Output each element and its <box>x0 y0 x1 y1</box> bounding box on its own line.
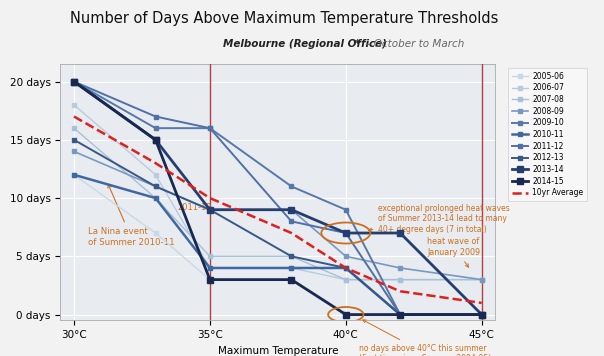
Text: Melbourne (Regional Office): Melbourne (Regional Office) <box>223 39 387 49</box>
X-axis label: Maximum Temperature: Maximum Temperature <box>217 346 338 356</box>
Text: Number of Days Above Maximum Temperature Thresholds: Number of Days Above Maximum Temperature… <box>69 11 498 26</box>
Text: no days above 40°C this summer
(first time since Summer 2004-05): no days above 40°C this summer (first ti… <box>359 320 492 356</box>
Text: – October to March: – October to March <box>362 39 464 49</box>
Legend: 2005-06, 2006-07, 2007-08, 2008-09, 2009-10, 2010-11, 2011-12, 2012-13, 2013-14,: 2005-06, 2006-07, 2007-08, 2008-09, 2009… <box>508 68 587 201</box>
Text: La Nina event
of Summer 2010-11: La Nina event of Summer 2010-11 <box>88 184 174 247</box>
Text: exceptional prolonged heat waves
of Summer 2013-14 lead to many
40+ degree days : exceptional prolonged heat waves of Summ… <box>368 204 510 234</box>
Text: heat wave of
January 2009: heat wave of January 2009 <box>428 237 480 267</box>
Text: *: * <box>355 39 360 49</box>
Text: 2011-12: 2011-12 <box>178 203 212 212</box>
